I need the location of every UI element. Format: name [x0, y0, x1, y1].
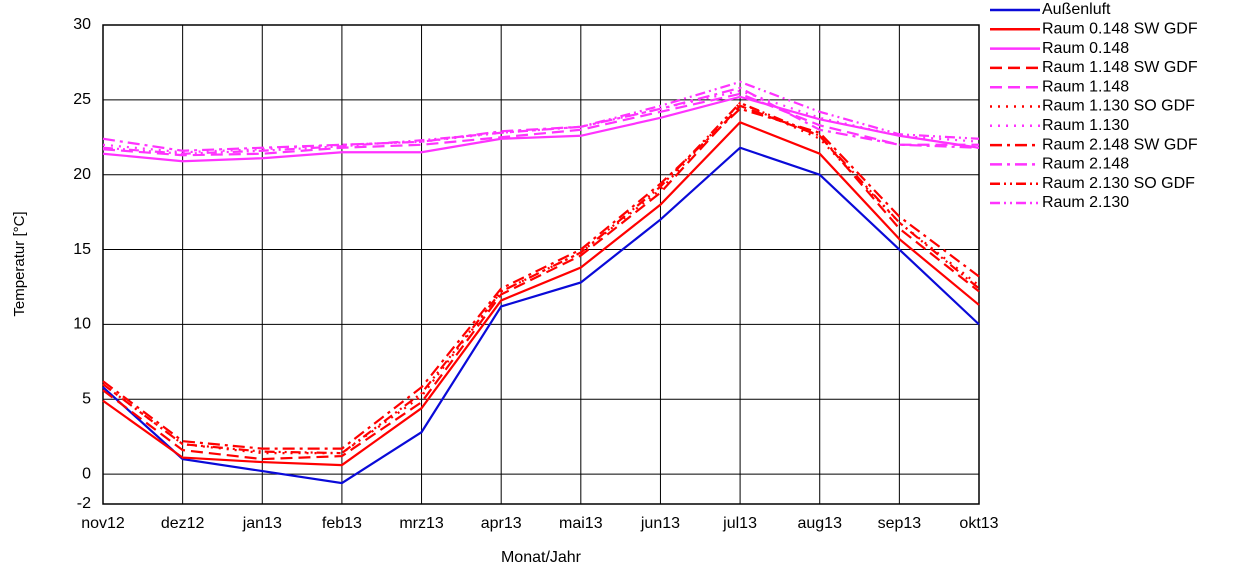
y-tick-label: 0	[82, 465, 91, 482]
x-tick-label: mrz13	[399, 515, 444, 532]
y-tick-label: 25	[73, 91, 91, 108]
y-tick-label: -2	[77, 495, 91, 512]
x-tick-label: apr13	[481, 515, 522, 532]
x-tick-label: sep13	[878, 515, 922, 532]
legend-label: Raum 2.130	[1042, 194, 1129, 211]
legend-label: Raum 1.130	[1042, 117, 1129, 134]
legend-label: Raum 1.130 SO GDF	[1042, 98, 1195, 115]
legend-label: Außenluft	[1042, 1, 1111, 18]
x-axis-label: Monat/Jahr	[501, 549, 582, 566]
series-line	[102, 146, 980, 485]
series-line	[102, 121, 980, 467]
series-line	[102, 80, 980, 155]
y-tick-label: 30	[73, 16, 91, 33]
series-line	[102, 92, 979, 157]
legend-label: Raum 1.148 SW GDF	[1042, 59, 1198, 76]
y-tick-label: 5	[82, 390, 91, 407]
series-line	[102, 101, 980, 455]
series-line	[102, 107, 980, 450]
y-tick-label: 15	[73, 241, 91, 258]
x-tick-label: dez12	[161, 515, 205, 532]
legend-label: Raum 0.148 SW GDF	[1042, 21, 1198, 38]
legend-label: Raum 2.130 SO GDF	[1042, 175, 1195, 192]
x-tick-label: aug13	[797, 515, 842, 532]
x-tick-label: jun13	[640, 515, 680, 532]
series-line	[102, 101, 980, 455]
legend-label: Raum 2.148	[1042, 156, 1129, 173]
legend-label: Raum 1.148	[1042, 78, 1129, 95]
series-line	[102, 104, 980, 461]
x-tick-label: nov12	[81, 515, 125, 532]
legend-label: Raum 0.148	[1042, 40, 1129, 57]
x-tick-label: jan13	[242, 515, 282, 532]
x-tick-label: mai13	[559, 515, 603, 532]
y-tick-label: 10	[73, 316, 91, 333]
x-tick-label: okt13	[959, 515, 998, 532]
legend-label: Raum 2.148 SW GDF	[1042, 136, 1198, 153]
plot-frame	[102, 24, 980, 505]
x-tick-label: feb13	[322, 515, 362, 532]
y-axis-label: Temperatur [°C]	[11, 211, 28, 316]
series-line	[102, 95, 980, 163]
y-tick-label: 20	[73, 166, 91, 183]
x-tick-label: jul13	[722, 515, 757, 532]
